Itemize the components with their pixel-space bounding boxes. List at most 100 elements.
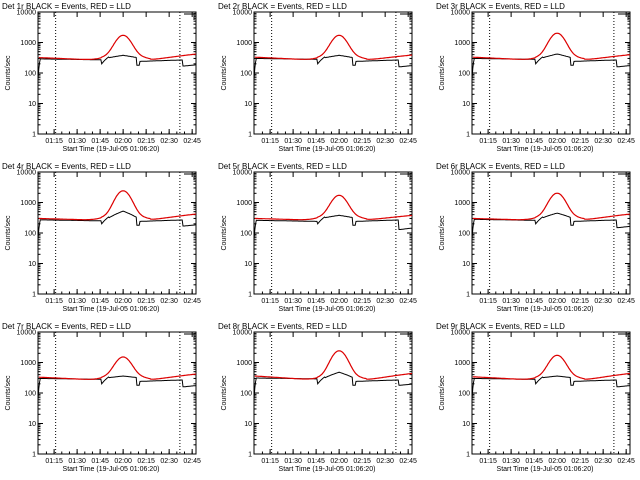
x-tick-label: 02:45 [617, 298, 635, 305]
x-tick-label: 02:00 [330, 458, 348, 465]
x-tick-label: 02:15 [571, 298, 589, 305]
y-tick-label: 1 [248, 132, 252, 139]
panel-title: Det 8r BLACK = Events, RED = LLD [218, 322, 347, 331]
x-tick-label: 02:00 [548, 298, 566, 305]
x-tick-label: 02:15 [571, 458, 589, 465]
x-tick-label: 02:15 [353, 458, 371, 465]
series-events-line [37, 210, 196, 240]
plot-frame [253, 11, 413, 135]
x-tick-label: 01:15 [261, 458, 279, 465]
x-tick-label: 01:15 [261, 298, 279, 305]
x-tick-label: 02:30 [594, 458, 612, 465]
panel-det-2: Det 2r BLACK = Events, RED = LLD 1 10 100 10… [218, 2, 417, 153]
y-tick-label: 1000 [20, 40, 36, 47]
y-tick-label: 1000 [236, 360, 252, 367]
series-lld-line [38, 190, 197, 221]
x-tick-label: 01:30 [68, 138, 86, 145]
y-tick-label: 100 [240, 231, 252, 238]
x-tick-label: 02:15 [571, 138, 589, 145]
x-axis-label: Start Time (19-Jul-05 01:06:20) [497, 306, 594, 313]
x-tick-label: 01:30 [68, 458, 86, 465]
x-tick-label: 02:00 [114, 458, 132, 465]
y-tick-label: 10000 [233, 330, 253, 337]
panel-title: Det 3r BLACK = Events, RED = LLD [436, 2, 565, 11]
y-tick-label: 1 [248, 452, 252, 459]
x-tick-label: 01:30 [68, 298, 86, 305]
y-tick-label: 10 [28, 101, 36, 108]
x-tick-label: 01:30 [502, 138, 520, 145]
y-axis-label: Counts/sec [221, 375, 228, 411]
y-axis-label: Counts/sec [5, 55, 12, 91]
x-tick-label: 02:30 [376, 458, 394, 465]
series-lld-line [254, 350, 413, 380]
series-lld-line [38, 34, 197, 60]
y-tick-label: 1000 [454, 360, 470, 367]
panel-title: Det 6r BLACK = Events, RED = LLD [436, 162, 565, 171]
y-tick-label: 10 [28, 261, 36, 268]
x-axis-label: Start Time (19-Jul-05 01:06:20) [497, 146, 594, 153]
plot-frame [471, 171, 631, 295]
plot-frame [471, 331, 631, 455]
x-tick-label: 02:15 [353, 298, 371, 305]
x-tick-label: 01:45 [91, 138, 109, 145]
x-tick-label: 01:30 [284, 138, 302, 145]
panel-det-7: Det 7r BLACK = Events, RED = LLD 1 10 100 10… [2, 322, 201, 473]
x-tick-label: 01:15 [261, 138, 279, 145]
y-axis-label: Counts/sec [5, 375, 12, 411]
x-tick-label: 01:45 [307, 458, 325, 465]
panel-title: Det 4r BLACK = Events, RED = LLD [2, 162, 131, 171]
x-tick-label: 01:45 [307, 138, 325, 145]
y-tick-label: 1 [32, 452, 36, 459]
series-lld-line [472, 32, 631, 60]
y-tick-label: 1 [466, 292, 470, 299]
x-tick-label: 02:15 [137, 458, 155, 465]
x-tick-label: 02:30 [160, 138, 178, 145]
y-tick-label: 1000 [236, 40, 252, 47]
x-tick-label: 02:00 [548, 138, 566, 145]
x-tick-label: 01:45 [525, 298, 543, 305]
x-tick-label: 02:45 [183, 138, 201, 145]
plot-frame [37, 171, 197, 295]
panel-det-4: Det 4r BLACK = Events, RED = LLD 1 10 100 10… [2, 162, 201, 313]
y-axis-label: Counts/sec [5, 215, 12, 251]
x-tick-label: 01:45 [307, 298, 325, 305]
x-tick-label: 01:30 [502, 298, 520, 305]
panel-det-5: Det 5r BLACK = Events, RED = LLD 1 10 100 10… [218, 162, 417, 313]
x-tick-label: 02:30 [160, 458, 178, 465]
x-tick-label: 01:45 [525, 458, 543, 465]
corner-bracket [618, 333, 629, 340]
y-tick-label: 1 [32, 132, 36, 139]
series-events-line [471, 375, 631, 400]
y-tick-label: 100 [24, 231, 36, 238]
y-tick-label: 10000 [17, 10, 37, 17]
x-tick-label: 01:15 [479, 298, 497, 305]
x-tick-label: 01:30 [284, 298, 302, 305]
series-events-line [37, 54, 196, 80]
panel-det-9: Det 9r BLACK = Events, RED = LLD 1 10 100 10… [436, 322, 635, 473]
x-tick-label: 02:30 [160, 298, 178, 305]
y-tick-label: 10 [462, 421, 470, 428]
x-tick-label: 02:45 [183, 458, 201, 465]
x-tick-label: 01:15 [45, 458, 63, 465]
y-tick-label: 1000 [20, 200, 36, 207]
x-axis-label: Start Time (19-Jul-05 01:06:20) [63, 306, 160, 313]
x-tick-label: 02:00 [330, 138, 348, 145]
x-tick-label: 02:45 [399, 298, 417, 305]
plot-frame [253, 171, 413, 295]
corner-bracket [618, 173, 629, 180]
y-tick-label: 1000 [454, 200, 470, 207]
x-tick-label: 01:15 [479, 138, 497, 145]
series-lld-line [254, 34, 413, 60]
x-tick-label: 02:00 [114, 138, 132, 145]
panel-det-8: Det 8r BLACK = Events, RED = LLD 1 10 100 10… [218, 322, 417, 473]
y-tick-label: 100 [240, 71, 252, 78]
series-lld-line [472, 354, 631, 380]
corner-bracket [184, 13, 195, 20]
x-tick-label: 02:15 [353, 138, 371, 145]
y-tick-label: 100 [458, 71, 470, 78]
y-tick-label: 10000 [17, 330, 37, 337]
series-events-line [253, 54, 413, 80]
x-axis-label: Start Time (19-Jul-05 01:06:20) [63, 146, 160, 153]
x-tick-label: 01:30 [502, 458, 520, 465]
